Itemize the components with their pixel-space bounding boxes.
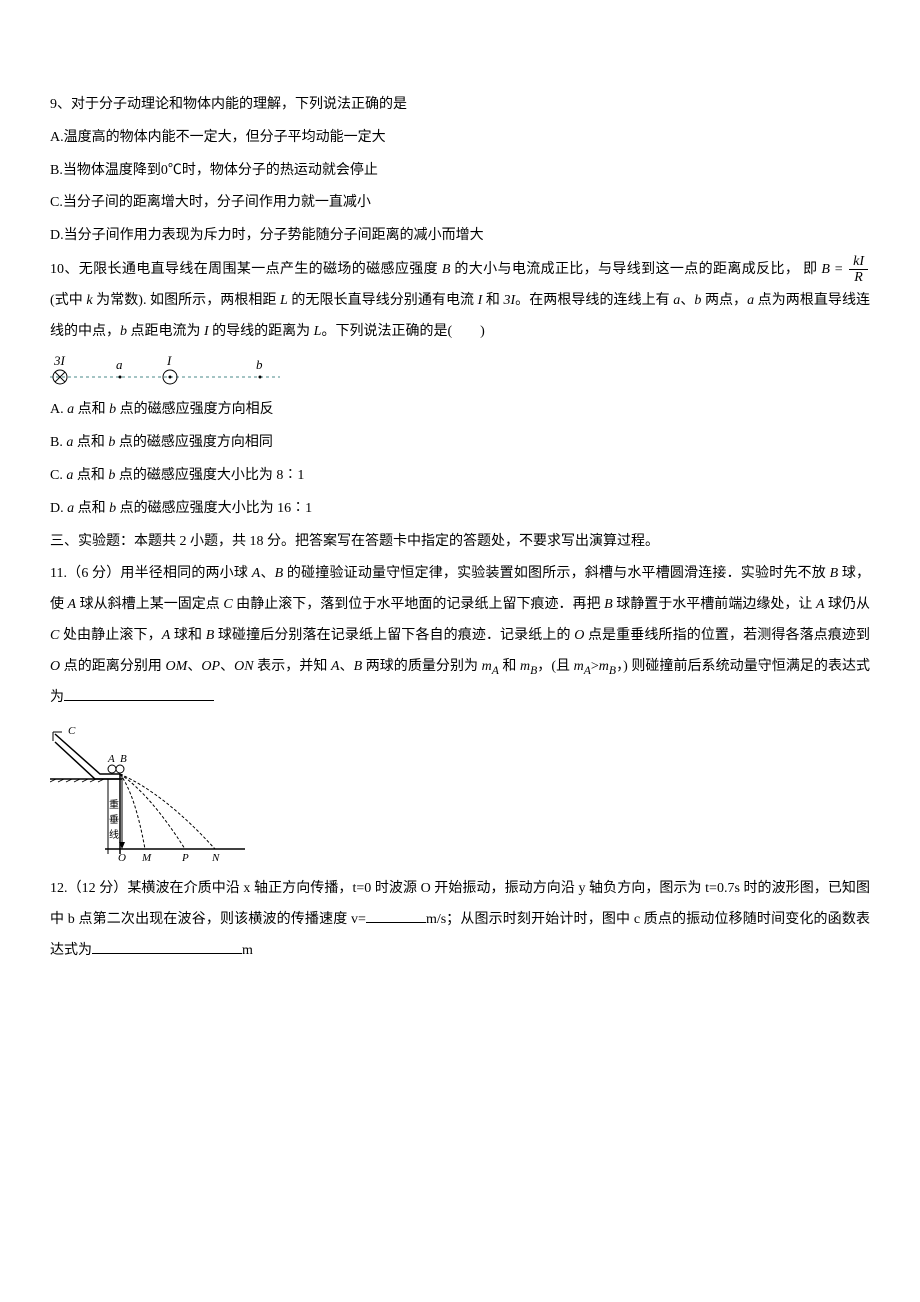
svg-text:A: A [107, 753, 115, 765]
q12-stem: 12.（12 分）某横波在介质中沿 x 轴正方向传播，t=0 时波源 O 开始振… [50, 874, 870, 966]
q10-text: (式中 [50, 293, 86, 308]
svg-text:N: N [211, 852, 220, 864]
svg-text:线: 线 [107, 828, 119, 839]
q10-stem: 10、无限长通电直导线在周围某一点产生的磁场的磁感应强度 B 的大小与电流成正比… [50, 254, 870, 348]
q12-blank-2[interactable] [92, 940, 242, 954]
q10-text: 点距电流为 [127, 324, 204, 339]
svg-text:B: B [120, 753, 127, 765]
q10-formula: B = kIR [821, 262, 870, 277]
svg-text:a: a [116, 357, 123, 372]
q10-text: 的大小与电流成正比，与导线到这一点的距离成反比， [450, 262, 799, 277]
svg-text:I: I [166, 355, 172, 368]
q10-text: 。在两根导线的连线上有 [515, 293, 673, 308]
q10-option-a: A. a 点和 b 点的磁感应强度方向相反 [50, 395, 870, 426]
q9-option-d: D.当分子间作用力表现为斥力时，分子势能随分子间距离的减小而增大 [50, 221, 870, 252]
q9-option-b: B.当物体温度降到0℃时，物体分子的热运动就会停止 [50, 156, 870, 187]
q10-var-3i: 3I [503, 293, 515, 308]
q10-diagram: 3I a I b [50, 355, 870, 387]
q12-blank-1[interactable] [366, 909, 426, 923]
q10-text: 和 [482, 293, 503, 308]
q10-option-d: D. a 点和 b 点的磁感应强度大小比为 16∶1 [50, 494, 870, 525]
q10-var-l: L [280, 293, 288, 308]
q10-text: 的无限长直导线分别通有电流 [288, 293, 478, 308]
svg-text:垂: 垂 [107, 814, 119, 824]
q10-option-b: B. a 点和 b 点的磁感应强度方向相同 [50, 428, 870, 459]
q10-text: 即 [803, 262, 821, 277]
q11-answer-blank[interactable] [64, 687, 214, 701]
svg-text:重: 重 [107, 798, 119, 809]
q9-option-c: C.当分子间的距离增大时，分子间作用力就一直减小 [50, 188, 870, 219]
q10-text: 、 [680, 293, 694, 308]
svg-text:b: b [256, 357, 263, 372]
svg-text:3I: 3I [53, 355, 66, 368]
q11-diagram: A B C 重 垂 线 O M P N [50, 724, 870, 864]
svg-text:C: C [68, 725, 76, 737]
q11-stem: 11.（6 分）用半径相同的两小球 A、B 的碰撞验证动量守恒定律，实验装置如图… [50, 559, 870, 714]
q10-text: 的导线的距离为 [209, 324, 314, 339]
q9-option-a: A.温度高的物体内能不一定大，但分子平均动能一定大 [50, 123, 870, 154]
section3-title: 三、实验题：本题共 2 小题，共 18 分。把答案写在答题卡中指定的答题处，不要… [50, 527, 870, 558]
q9-stem: 9、对于分子动理论和物体内能的理解，下列说法正确的是 [50, 90, 870, 121]
svg-text:P: P [181, 852, 189, 864]
q10-text: 两点， [701, 293, 747, 308]
q10-var-b: b [120, 324, 127, 339]
svg-text:O: O [118, 852, 126, 864]
q10-text: 。下列说法正确的是( ) [321, 324, 484, 339]
q10-text: 为常数). 如图所示，两根相距 [93, 293, 280, 308]
svg-text:M: M [141, 852, 152, 864]
q10-option-c: C. a 点和 b 点的磁感应强度大小比为 8∶1 [50, 461, 870, 492]
q10-text: 10、无限长通电直导线在周围某一点产生的磁场的磁感应强度 [50, 262, 442, 277]
